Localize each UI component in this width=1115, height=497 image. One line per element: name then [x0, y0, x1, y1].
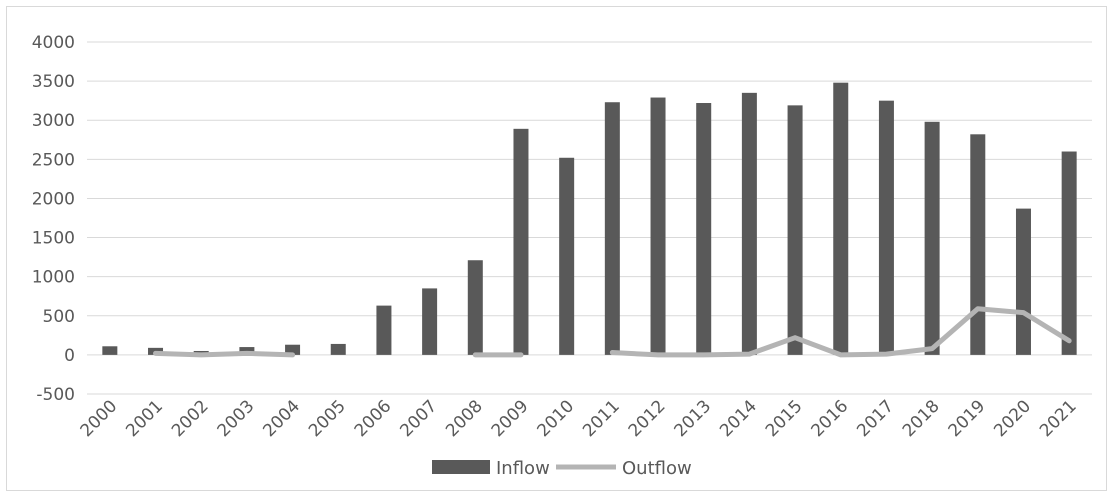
x-tick-label: 2015 — [762, 396, 807, 441]
x-tick-label: 2006 — [351, 396, 396, 441]
x-tick-label: 2021 — [1036, 396, 1081, 441]
inflow-bar — [513, 128, 529, 355]
x-axis-ticks: 2000 2001 2002 2003 2004 2005 2006 2007 2008 2009… — [77, 396, 1081, 441]
inflow-bar — [741, 92, 757, 355]
y-tick-label: 2500 — [32, 150, 75, 170]
y-tick-label: 1500 — [32, 229, 75, 249]
y-tick-label: 3500 — [32, 72, 75, 92]
x-tick-label: 2014 — [716, 396, 761, 441]
y-axis-ticks: 4000 3500 3000 2500 2000 1500 1000 500 0 -500 — [32, 33, 75, 405]
legend-swatch-inflow — [432, 460, 490, 474]
x-tick-label: 2016 — [808, 396, 853, 441]
gridlines — [87, 41, 1092, 395]
x-tick-label: 2013 — [671, 396, 716, 441]
x-tick-label: 2010 — [533, 396, 578, 441]
outflow-line — [153, 306, 1072, 358]
inflow-bar — [604, 102, 620, 355]
x-tick-label: 2005 — [305, 396, 350, 441]
y-tick-label: 4000 — [32, 33, 75, 53]
x-tick-label: 2003 — [214, 396, 259, 441]
y-tick-label: 3000 — [32, 111, 75, 131]
x-tick-label: 2012 — [625, 396, 670, 441]
inflow-bars — [102, 82, 1077, 355]
legend-label-inflow: Inflow — [496, 458, 550, 479]
y-tick-label: 1000 — [32, 268, 75, 288]
chart: 4000 3500 3000 2500 2000 1500 1000 500 0 -500 200… — [32, 33, 1092, 479]
inflow-bar — [102, 346, 118, 355]
x-tick-label: 2004 — [259, 396, 304, 441]
outflow-line-segment — [153, 350, 296, 358]
inflow-bar — [787, 105, 803, 355]
x-tick-label: 2020 — [990, 396, 1035, 441]
inflow-bar — [422, 288, 438, 355]
y-tick-label: 500 — [43, 307, 75, 327]
inflow-bar — [467, 260, 483, 355]
x-tick-label: 2018 — [899, 396, 944, 441]
inflow-bar — [878, 100, 894, 355]
inflow-bar — [376, 305, 392, 355]
inflow-bar — [970, 134, 986, 355]
x-tick-label: 2011 — [579, 396, 624, 441]
inflow-bar — [1061, 151, 1077, 355]
chart-frame: 4000 3500 3000 2500 2000 1500 1000 500 0 -500 200… — [6, 6, 1107, 491]
x-tick-label: 2001 — [122, 396, 167, 441]
x-tick-label: 2002 — [168, 396, 213, 441]
x-tick-label: 2000 — [77, 396, 122, 441]
outflow-line-segment — [609, 306, 1072, 358]
y-tick-label: 2000 — [32, 189, 75, 209]
x-tick-label: 2019 — [945, 396, 990, 441]
x-tick-label: 2009 — [488, 396, 533, 441]
legend-label-outflow: Outflow — [622, 458, 692, 479]
y-tick-label: 0 — [64, 346, 75, 366]
inflow-bar — [833, 82, 849, 355]
inflow-bar — [1015, 208, 1031, 355]
y-tick-label: -500 — [36, 385, 75, 405]
x-tick-label: 2017 — [853, 396, 898, 441]
inflow-bar — [924, 121, 940, 355]
inflow-bar — [285, 344, 301, 355]
inflow-bar — [696, 103, 712, 355]
inflow-bar — [330, 343, 346, 355]
legend: Inflow Outflow — [432, 458, 692, 479]
inflow-bar — [559, 157, 575, 355]
x-tick-label: 2008 — [442, 396, 487, 441]
x-tick-label: 2007 — [396, 396, 441, 441]
inflow-bar — [650, 97, 666, 355]
